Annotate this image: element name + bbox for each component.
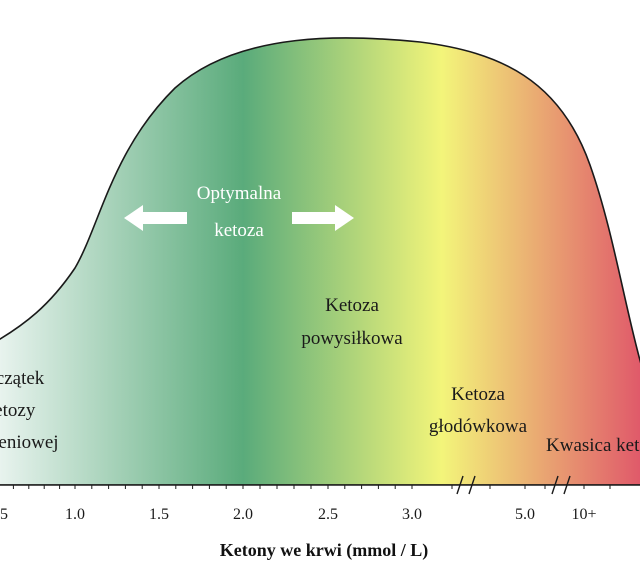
tick-label-0-5: 0.5 bbox=[0, 506, 8, 523]
zone-label-post-exercise-line1: Ketoza bbox=[325, 295, 379, 316]
double-arrow-icon bbox=[124, 205, 354, 231]
tick-label-2-0: 2.0 bbox=[233, 506, 253, 523]
arrow-left-icon bbox=[124, 205, 187, 231]
axis-break-mark bbox=[456, 475, 464, 495]
tick-label-10-plus: 10+ bbox=[571, 506, 596, 523]
zone-label-optimal-line1: Optymalna bbox=[197, 183, 282, 204]
zone-label-nutritional-line3: żywieniowej bbox=[0, 432, 59, 453]
ketone-area bbox=[0, 37, 640, 485]
axis-break-mark bbox=[563, 475, 571, 495]
x-axis-minor-ticks bbox=[12, 485, 611, 489]
tick-label-1-0: 1.0 bbox=[65, 506, 85, 523]
zone-label-optimal-line2: ketoza bbox=[214, 220, 264, 241]
arrow-right-icon bbox=[292, 205, 354, 231]
zone-label-nutritional-line1: Początek bbox=[0, 368, 45, 389]
zone-label-ketoacidosis: Kwasica ketonowa bbox=[546, 435, 640, 456]
tick-label-1-5: 1.5 bbox=[149, 506, 169, 523]
tick-label-3-0: 3.0 bbox=[402, 506, 422, 523]
zone-label-starvation-line1: Ketoza bbox=[451, 384, 505, 405]
axis-break-mark bbox=[468, 475, 476, 495]
zone-label-starvation-line2: głodówkowa bbox=[429, 416, 528, 437]
tick-label-5-0: 5.0 bbox=[515, 506, 535, 523]
x-axis-breaks bbox=[456, 475, 571, 495]
axis-break-mark bbox=[551, 475, 559, 495]
tick-label-2-5: 2.5 bbox=[318, 506, 338, 523]
zone-label-post-exercise-line2: powysiłkowa bbox=[301, 328, 403, 349]
zone-label-nutritional-line2: ketozy bbox=[0, 400, 36, 421]
x-axis-title: Ketony we krwi (mmol / L) bbox=[220, 540, 428, 561]
